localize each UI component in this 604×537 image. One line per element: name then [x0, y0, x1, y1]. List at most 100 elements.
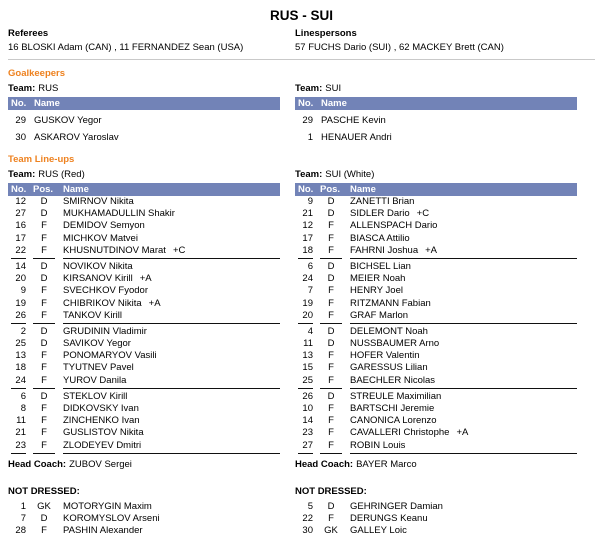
head-coach-sui: Head Coach: BAYER Marco: [295, 459, 577, 470]
player-position: F: [41, 350, 47, 362]
player-position: D: [40, 325, 48, 337]
head-coach-name: BAYER Marco: [356, 458, 417, 470]
player-row: 7 F HENRY Joel: [295, 285, 577, 297]
player-position: D: [327, 208, 335, 220]
player-number: 26: [15, 309, 26, 321]
head-coach-label: Head Coach:: [295, 458, 354, 470]
column-header-no: No.: [11, 184, 27, 195]
player-position: F: [41, 374, 47, 386]
player-number: 9: [20, 285, 26, 297]
player-name: STREULE Maximilian: [350, 390, 442, 402]
player-row: 9 D ZANETTI Brian: [295, 196, 577, 208]
player-number: 13: [15, 350, 26, 362]
player-position: D: [327, 390, 335, 402]
player-number: 24: [15, 374, 26, 386]
player-row: 20 D KIRSANOV Kirill +A: [8, 273, 280, 285]
player-row: 22 F DERUNGS Keanu: [295, 513, 577, 525]
team-name-rus: RUS: [38, 83, 59, 94]
player-number: 7: [20, 512, 26, 524]
goalkeepers-sui-table: Team: SUI No. Name 29 PASCHE Kevin 1 HENA…: [295, 79, 577, 146]
player-name: NUSSBAUMER Arno: [350, 338, 440, 350]
player-name: GRAF Marlon: [350, 309, 409, 321]
player-name: ZINCHENKO Ivan: [63, 415, 140, 427]
column-header-name: Name: [34, 98, 60, 109]
player-position: D: [40, 273, 48, 285]
player-position: F: [328, 297, 334, 309]
lineup-group-2: 14 D NOVIKOV Nikita 20 D KIRSANOV Kirill…: [8, 261, 280, 322]
player-number: 14: [302, 415, 313, 427]
player-position: F: [41, 403, 47, 414]
goalkeepers-sui-rows: 29 PASCHE Kevin 1 HENAUER Andri: [295, 112, 577, 146]
player-name: RITZMANN Fabian: [350, 297, 431, 309]
player-number: 19: [302, 297, 313, 309]
player-position: D: [327, 260, 335, 272]
player-row: 26 D STREULE Maximilian: [295, 391, 577, 403]
player-number: 6: [307, 260, 313, 272]
player-position: F: [328, 512, 334, 524]
player-row: 1 GK MOTORYGIN Maxim: [8, 501, 280, 513]
player-name: KHUSNUTDINOV Marat: [63, 244, 166, 256]
player-name: ROBIN Louis: [350, 439, 406, 451]
player-row: 27 D MUKHAMADULLIN Shakir: [8, 208, 280, 220]
player-number: 21: [302, 208, 313, 220]
player-row: 23 F ZLODEYEV Dmitri: [8, 440, 280, 452]
line-separator: [295, 387, 577, 390]
player-row: 25 D SAVIKOV Yegor: [8, 338, 280, 350]
player-name: HOFER Valentin: [350, 350, 420, 362]
head-coach-name: ZUBOV Sergei: [69, 458, 132, 470]
player-row: 10 F BARTSCHI Jeremie: [295, 403, 577, 415]
lineup-rus-header-bar: No. Pos. Name: [8, 183, 280, 196]
player-name: GUSLISTOV Nikita: [63, 427, 144, 439]
player-row: 12 D SMIRNOV Nikita: [8, 196, 280, 208]
player-position: D: [40, 208, 48, 220]
captain-mark: +C: [172, 244, 186, 256]
player-row: 13 F HOFER Valentin: [295, 350, 577, 362]
not-dressed-label: NOT DRESSED:: [8, 485, 80, 497]
player-row: 4 D DELEMONT Noah: [295, 326, 577, 338]
player-name: DIDKOVSKY Ivan: [63, 403, 139, 414]
player-number: 2: [20, 325, 26, 337]
player-name: MOTORYGIN Maxim: [63, 500, 152, 512]
column-header-name: Name: [321, 98, 347, 109]
player-row: 5 D GEHRINGER Damian: [295, 501, 577, 513]
player-name: NOVIKOV Nikita: [63, 260, 133, 272]
not-dressed-label: NOT DRESSED:: [295, 485, 367, 497]
player-row: 27 F ROBIN Louis: [295, 440, 577, 452]
lineups-section-label: Team Line-ups: [8, 154, 75, 165]
player-name: SMIRNOV Nikita: [63, 196, 134, 207]
lineup-group-4: 26 D STREULE Maximilian 10 F BARTSCHI Je…: [295, 391, 577, 452]
goalkeeper-row: 29 GUSKOV Yegor: [8, 112, 280, 129]
player-name: KIRSANOV Kirill: [63, 273, 133, 285]
player-name: GRUDININ Vladimir: [63, 325, 147, 337]
player-name: DEMIDOV Semyon: [63, 220, 145, 232]
lineup-group-4: 6 D STEKLOV Kirill 8 F DIDKOVSKY Ivan 11…: [8, 391, 280, 452]
player-number: 27: [302, 439, 313, 451]
player-number: 6: [20, 390, 26, 402]
line-separator: [8, 452, 280, 455]
player-row: 26 F TANKOV Kirill: [8, 310, 280, 322]
player-number: 25: [302, 374, 313, 386]
player-number: 14: [15, 260, 26, 272]
player-name: GEHRINGER Damian: [350, 500, 443, 512]
player-number: 7: [307, 285, 313, 297]
player-number: 1: [307, 132, 313, 143]
player-name: MICHKOV Matvei: [63, 232, 138, 244]
player-name: SVECHKOV Fyodor: [63, 285, 148, 297]
player-row: 20 F GRAF Marlon: [295, 310, 577, 322]
head-coach-label: Head Coach:: [8, 458, 67, 470]
player-number: 4: [307, 325, 313, 337]
goalkeepers-sui-header-bar: No. Name: [295, 97, 577, 110]
player-number: 12: [302, 220, 313, 232]
player-number: 11: [16, 415, 26, 427]
player-position: F: [328, 427, 334, 439]
player-number: 20: [302, 309, 313, 321]
player-position: F: [41, 232, 47, 244]
lineup-sui-table: Team: SUI (White) No. Pos. Name 9 D ZANET…: [295, 165, 577, 537]
captain-mark: +C: [416, 208, 430, 220]
player-position: D: [327, 338, 335, 350]
player-row: 2 D GRUDININ Vladimir: [8, 326, 280, 338]
player-row: 28 F PASHIN Alexander: [8, 525, 280, 537]
player-row: 6 D STEKLOV Kirill: [8, 391, 280, 403]
player-row: 30 GK GALLEY Loic: [295, 525, 577, 537]
player-name: ZLODEYEV Dmitri: [63, 439, 142, 451]
